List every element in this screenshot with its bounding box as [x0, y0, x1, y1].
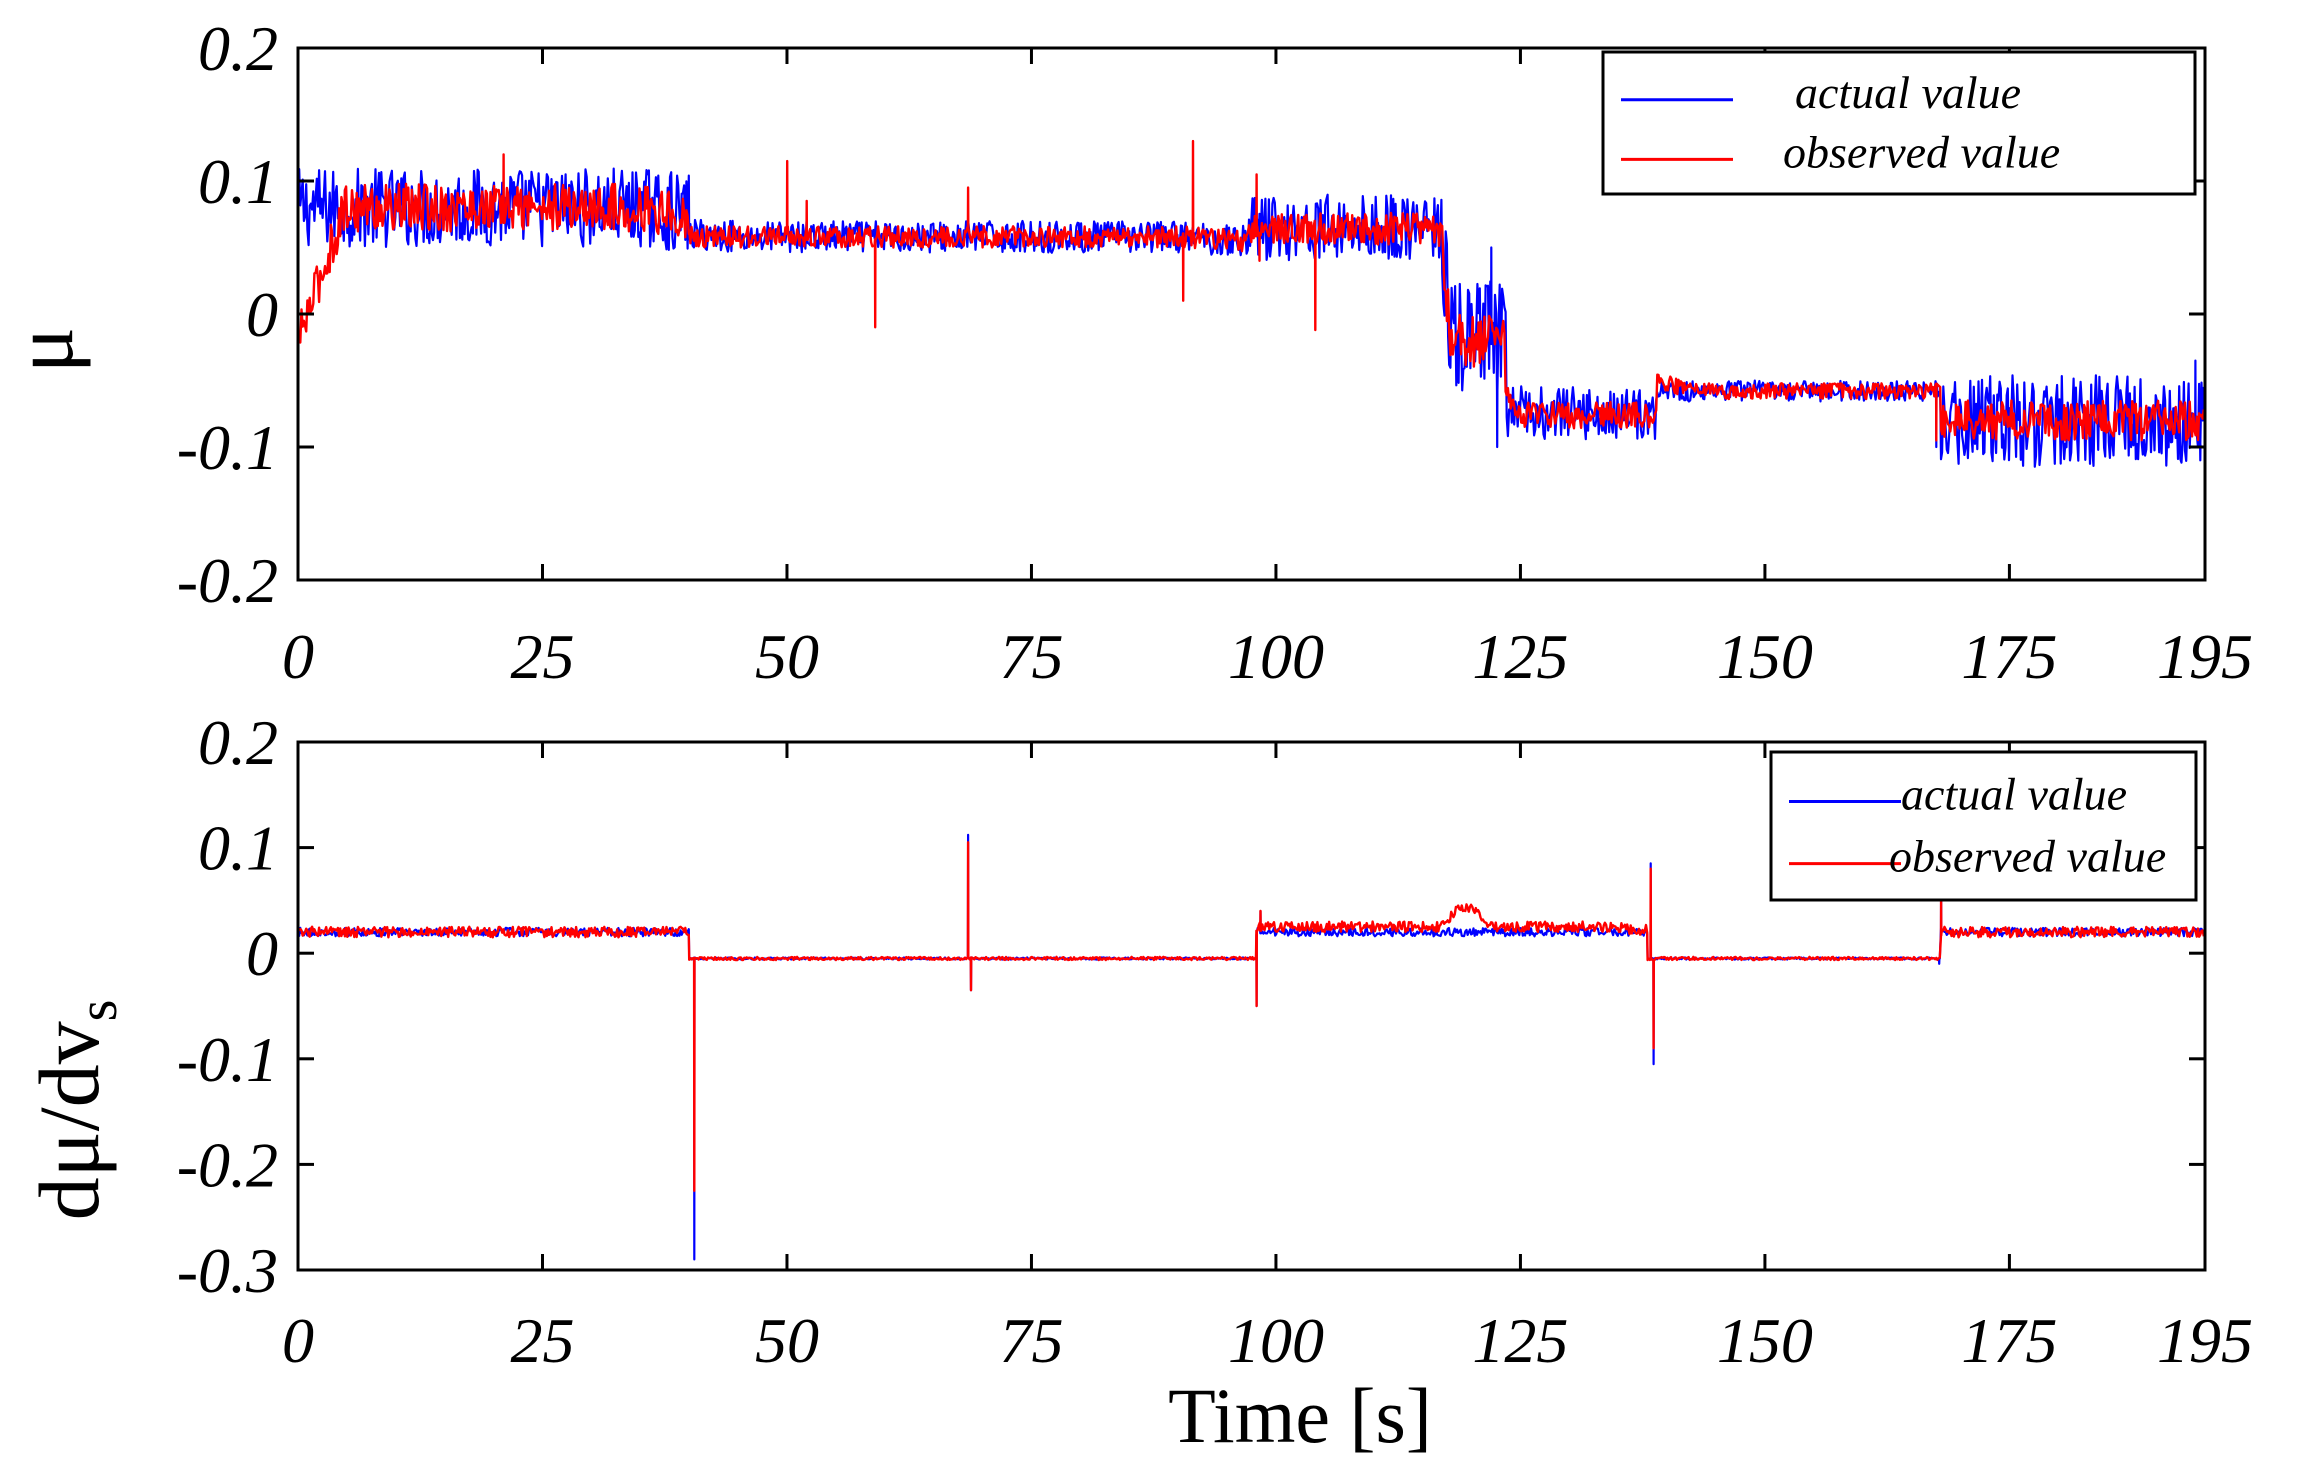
legend-label: actual value	[1795, 67, 2021, 118]
x-tick-label: 0	[282, 1305, 314, 1376]
legend-box	[1601, 50, 2197, 196]
y-tick-label: 0	[246, 279, 278, 350]
x-tick-label: 75	[999, 1305, 1063, 1376]
x-tick-label: 75	[999, 621, 1063, 692]
legend-label: observed value	[1889, 831, 2166, 882]
x-tick-label: 100	[1228, 621, 1324, 692]
x-tick-label: 50	[755, 1305, 819, 1376]
y-tick-label: 0	[246, 918, 278, 989]
x-tick-label: 125	[1472, 1305, 1568, 1376]
x-tick-label: 175	[1961, 621, 2057, 692]
legend-label: observed value	[1783, 126, 2060, 177]
y-tick-label: 0.2	[198, 13, 278, 84]
x-tick-label: 150	[1717, 621, 1813, 692]
y-tick-label: -0.3	[177, 1235, 278, 1306]
y-tick-label: 0.1	[198, 146, 278, 217]
y-axis-label-subscript: s	[67, 1000, 129, 1022]
y-tick-label: -0.1	[177, 412, 278, 483]
y-tick-label: 0.1	[198, 813, 278, 884]
series-line-observed-value	[298, 841, 2205, 1192]
x-tick-label: 175	[1961, 1305, 2057, 1376]
plot-area	[298, 833, 2205, 1261]
plot-area	[298, 139, 2205, 468]
y-tick-label: 0.2	[198, 707, 278, 778]
chart-friction-coefficient: 0 25 50 75 100 125 150 175 195 0.2 0.1 0 -0.1 -0.2 μ ac…	[0, 13, 2253, 692]
y-axis-label: dμ/dvs	[21, 1000, 129, 1221]
y-tick-label: -0.2	[177, 545, 278, 616]
legend: actual value observed value	[1601, 50, 2197, 196]
series-line-observed-value	[298, 139, 2205, 442]
axes-frame	[296, 740, 2207, 1272]
legend-label: actual value	[1901, 768, 2127, 819]
x-tick-label: 25	[510, 1305, 574, 1376]
x-tick-label: 195	[2157, 1305, 2253, 1376]
x-tick-label: 25	[510, 621, 574, 692]
x-tick-label: 150	[1717, 1305, 1813, 1376]
y-tick-label: -0.1	[177, 1024, 278, 1095]
x-tick-label: 100	[1228, 1305, 1324, 1376]
legend: actual value observed value	[1769, 750, 2198, 902]
legend-box	[1769, 750, 2198, 902]
x-axis-label: Time [s]	[1168, 1372, 1432, 1459]
y-axis-label: μ	[0, 327, 91, 373]
x-tick-label: 50	[755, 621, 819, 692]
chart-friction-slope: 0 25 50 75 100 125 150 175 195 0.2 0.1 0 -0.1 -0.2 -0.…	[21, 707, 2253, 1459]
x-tick-label: 195	[2157, 621, 2253, 692]
y-tick-label: -0.2	[177, 1129, 278, 1200]
x-tick-label: 125	[1472, 621, 1568, 692]
x-tick-label: 0	[282, 621, 314, 692]
